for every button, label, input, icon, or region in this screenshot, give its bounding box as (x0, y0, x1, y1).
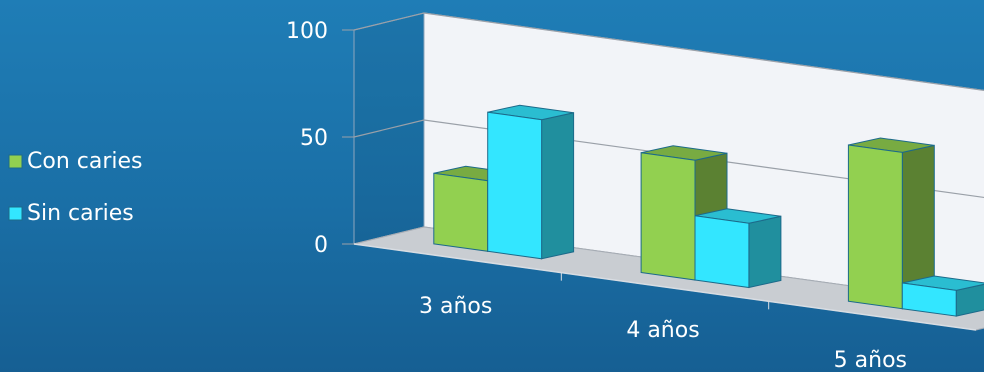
bar-sin-caries-2 (901, 275, 984, 317)
x-axis-categories: 3 años 4 años 5 años (419, 272, 907, 372)
bar-front-face (694, 215, 750, 289)
y-axis-ticks: 0 50 100 (286, 19, 354, 258)
bar-sin-caries-0 (487, 104, 575, 260)
legend: Con caries Sin caries (8, 149, 143, 226)
y-tick-label: 50 (300, 126, 328, 151)
bar-front-face (847, 144, 903, 310)
legend-label: Sin caries (27, 201, 134, 226)
bar-con-caries-2 (847, 137, 935, 310)
bar-front-face (487, 111, 543, 260)
x-axis-line (353, 243, 977, 331)
bar-front-face (640, 152, 696, 281)
gridline-1 (353, 119, 984, 199)
legend-label: Con caries (27, 149, 143, 174)
x-category-label: 4 años (626, 318, 699, 343)
bar-sin-caries-1 (694, 208, 782, 289)
y-tick-label: 100 (286, 19, 328, 44)
legend-swatch (8, 154, 23, 169)
x-category-label: 3 años (419, 294, 492, 319)
bars (433, 104, 984, 317)
y-tick-label: 0 (314, 233, 328, 258)
bar-front-face (433, 172, 489, 252)
bar-side-face (541, 112, 575, 260)
x-category-label: 5 años (834, 348, 907, 372)
bar-front-face (901, 282, 957, 317)
bar-side-face (748, 215, 782, 289)
gridline-2 (353, 12, 984, 92)
legend-swatch (8, 206, 23, 221)
